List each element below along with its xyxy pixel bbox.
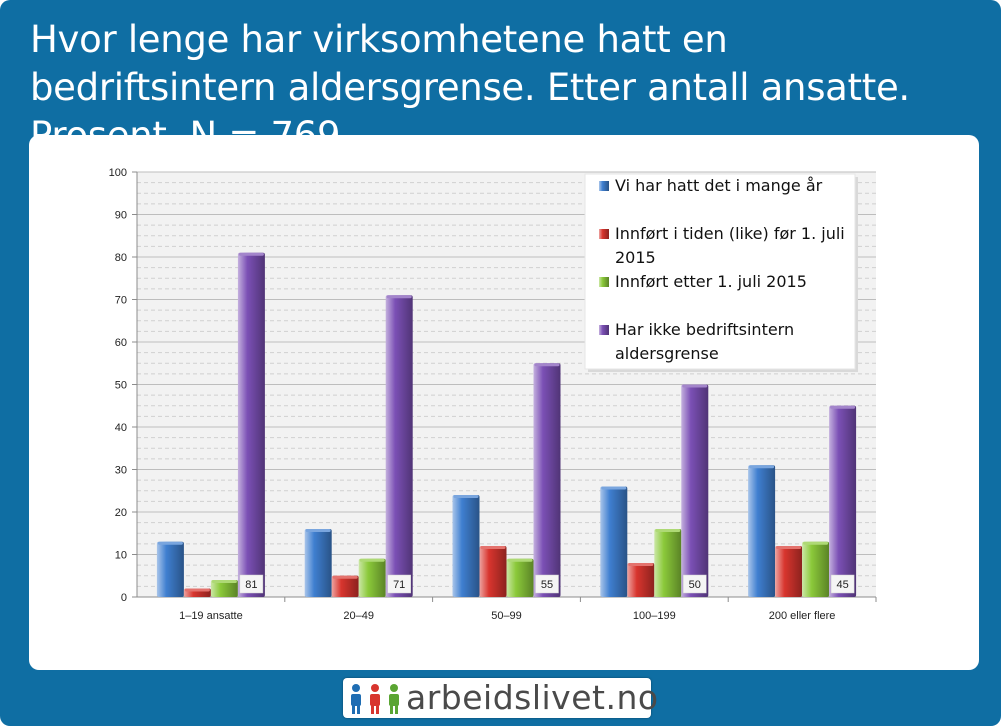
bar-cap — [386, 295, 412, 299]
chart-card: 0 10 20 30 40 50 60 70 80 90 100 1–19 ansatte 81 20–4… — [29, 135, 979, 670]
y-tick-label: 0 — [121, 592, 127, 604]
data-label: 50 — [689, 579, 701, 591]
data-label: 71 — [393, 579, 405, 591]
bar — [210, 580, 238, 597]
data-label-box — [683, 574, 707, 594]
legend-swatch — [599, 229, 609, 239]
bar-cap — [211, 580, 237, 583]
legend-swatch — [599, 181, 609, 191]
bar-cap — [480, 546, 506, 549]
page-title: Hvor lenge har virksomhetene hatt en bed… — [30, 18, 910, 157]
logo-text: arbeidslivet.no — [406, 678, 659, 717]
y-tick-label: 80 — [115, 252, 127, 264]
logo[interactable]: arbeidslivet.no — [343, 678, 658, 718]
bar — [156, 541, 184, 597]
bar — [748, 465, 776, 597]
bar — [627, 563, 655, 597]
legend — [584, 173, 856, 370]
data-label-box — [535, 574, 559, 594]
x-tick-label: 20–49 — [343, 610, 374, 622]
bar-cap — [534, 363, 560, 367]
x-tick-label: 1–19 ansatte — [179, 610, 243, 622]
chart: 0 10 20 30 40 50 60 70 80 90 100 1–19 ansatte 81 20–4… — [109, 167, 877, 622]
bar — [654, 529, 682, 597]
bar-cap — [157, 541, 183, 545]
bar-cap — [305, 529, 331, 532]
bar — [775, 546, 803, 597]
bar-cap — [359, 558, 385, 562]
x-tick-label: 200 eller flere — [769, 610, 836, 622]
legend-label: 2015 — [615, 248, 656, 267]
bar — [237, 252, 265, 597]
bar — [533, 363, 561, 597]
bar-cap — [507, 558, 533, 562]
bar-cap — [749, 465, 775, 469]
legend-label: aldersgrense — [615, 344, 719, 363]
y-tick-label: 60 — [115, 337, 127, 349]
data-label-box — [239, 574, 264, 594]
bar — [829, 405, 857, 597]
bar-cap — [803, 541, 829, 545]
x-tick-label: 50–99 — [491, 610, 522, 622]
bar — [600, 486, 628, 597]
bar-cap — [238, 252, 264, 256]
bar — [358, 558, 386, 597]
bar-cap — [776, 546, 802, 549]
bar-cap — [655, 529, 681, 532]
data-label-box — [830, 574, 855, 594]
bar-cap — [628, 563, 654, 566]
x-tick-label: 100–199 — [633, 610, 676, 622]
y-tick-label: 90 — [115, 210, 127, 222]
legend-label: Har ikke bedriftsintern — [615, 320, 794, 339]
bar — [385, 295, 413, 597]
bar — [506, 558, 534, 597]
legend-label: Innført etter 1. juli 2015 — [615, 272, 807, 291]
bar — [304, 529, 332, 597]
bar — [452, 495, 480, 597]
y-tick-label: 30 — [115, 465, 127, 477]
bar-cap — [453, 495, 479, 498]
bar — [479, 546, 507, 597]
y-tick-label: 100 — [109, 167, 127, 179]
data-label-box — [387, 574, 411, 594]
bar — [802, 541, 830, 597]
data-label: 45 — [836, 579, 848, 591]
data-label: 55 — [541, 579, 553, 591]
bar-cap — [601, 486, 627, 490]
bar — [681, 384, 709, 597]
y-tick-label: 70 — [115, 295, 127, 307]
y-tick-label: 40 — [115, 422, 127, 434]
y-tick-label: 50 — [115, 380, 127, 392]
legend-label: Innført i tiden (like) før 1. juli — [615, 224, 845, 243]
people-icon — [351, 684, 399, 714]
bar-cap — [682, 384, 708, 388]
legend-label: Vi har hatt det i mange år — [615, 176, 823, 195]
bar — [331, 575, 359, 597]
data-label: 81 — [245, 579, 257, 591]
legend-swatch — [599, 277, 609, 287]
legend-swatch — [599, 325, 609, 335]
bar-cap — [184, 588, 210, 592]
y-tick-label: 10 — [115, 550, 127, 562]
bar-cap — [332, 575, 358, 579]
y-tick-label: 20 — [115, 507, 127, 519]
bar-cap — [830, 405, 856, 409]
